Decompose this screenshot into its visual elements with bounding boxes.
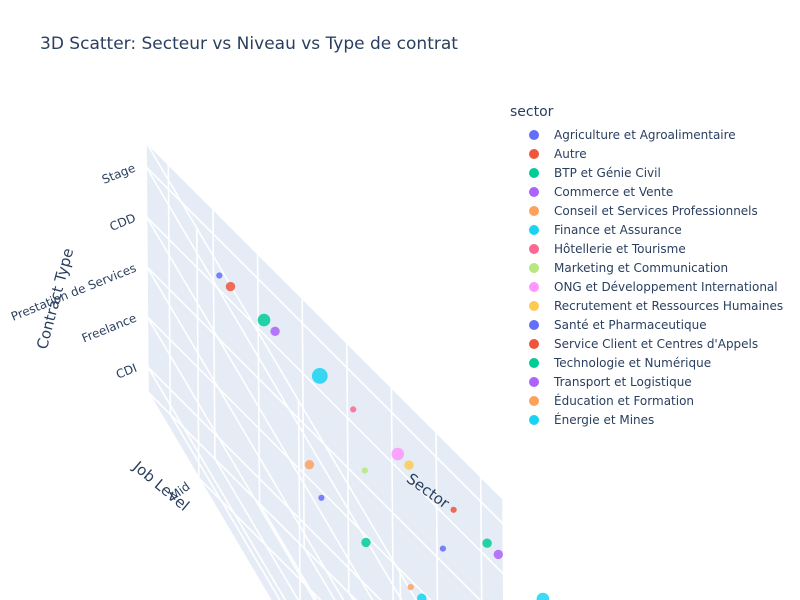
z-tick-label: CDD [108, 211, 138, 234]
data-point-btp-et-genie-civil [257, 313, 271, 327]
legend-item-conseil-et-services-professionnels[interactable]: Conseil et Services Professionnels [510, 201, 800, 220]
gridline-x-back [479, 476, 483, 600]
data-point-sante-et-pharmaceutique [439, 545, 446, 552]
legend: sector Agriculture et Agroalimentaire Aut… [510, 104, 800, 429]
data-point-transport-et-logistique [493, 549, 503, 560]
legend-item-service-client-et-centres-d-appels[interactable]: Service Client et Centres d'Appels [510, 334, 800, 353]
scene-edge [147, 391, 272, 600]
legend-swatch [529, 243, 539, 254]
legend-label: Hôtellerie et Tourisme [554, 241, 686, 256]
legend-label: Transport et Logistique [554, 374, 692, 389]
legend-swatch [529, 338, 539, 349]
scene-edge [145, 141, 504, 500]
legend-item-agriculture-et-agroalimentaire[interactable]: Agriculture et Agroalimentaire [510, 125, 800, 144]
legend-swatch [529, 205, 539, 216]
legend-item-commerce-et-vente[interactable]: Commerce et Vente [510, 182, 800, 201]
data-point-agriculture-et-agroalimentaire [318, 494, 325, 501]
legend-item-technologie-et-numerique[interactable]: Technologie et Numérique [510, 353, 800, 372]
legend-swatch [529, 186, 539, 197]
gridline-z-back [146, 316, 432, 600]
legend-label: Autre [554, 146, 587, 161]
scene-edge [145, 141, 418, 600]
data-point-marketing-et-communication [361, 467, 368, 474]
z-tick-label: Stage [100, 161, 137, 187]
legend-item-btp-et-genie-civil[interactable]: BTP et Génie Civil [510, 163, 800, 182]
gridline-z-left [147, 366, 287, 600]
legend-label: BTP et Génie Civil [554, 165, 661, 180]
legend-swatch [529, 281, 539, 292]
scene-edge [145, 141, 149, 393]
chart-title: 3D Scatter: Secteur vs Niveau vs Type de… [40, 34, 458, 54]
gridline-z-left [146, 316, 316, 600]
data-point-service-client-et-centres-d-appels [450, 506, 457, 513]
legend-swatch [529, 148, 539, 159]
legend-label: Conseil et Services Professionnels [554, 203, 758, 218]
legend-swatch [529, 224, 539, 235]
scene-gridlines [145, 141, 505, 600]
legend-label: Marketing et Communication [554, 260, 729, 275]
legend-label: Technologie et Numérique [554, 355, 712, 370]
gridline-z-back [147, 366, 382, 600]
legend-item-recrutement-et-ressources-humaines[interactable]: Recrutement et Ressources Humaines [510, 296, 800, 315]
data-point-technologie-et-numerique [482, 538, 492, 548]
legend-label: Finance et Assurance [554, 222, 682, 237]
gridline-y-floor [198, 477, 322, 600]
scatter-points [216, 272, 550, 600]
legend-swatch [529, 414, 539, 425]
legend-item-finance-et-assurance[interactable]: Finance et Assurance [510, 220, 800, 239]
legend-swatch [529, 376, 539, 387]
data-point-autre [225, 281, 236, 292]
legend-item-hotellerie-et-tourisme[interactable]: Hôtellerie et Tourisme [510, 239, 800, 258]
legend-label: Énergie et Mines [554, 412, 655, 427]
data-point-conseil-et-services-professionnels [304, 460, 315, 470]
data-point-energie-et-mines [536, 592, 550, 600]
legend-item-ong-et-developpement-international[interactable]: ONG et Développement International [510, 277, 800, 296]
data-point-finance-et-assurance [311, 368, 328, 384]
legend-item-marketing-et-communication[interactable]: Marketing et Communication [510, 258, 800, 277]
data-point-hotellerie-et-tourisme [350, 406, 357, 413]
data-point-ong-et-developpement-international [391, 447, 405, 461]
gridline-z-left [145, 166, 403, 600]
gridline-z-back [146, 216, 505, 575]
legend-swatch [529, 319, 539, 330]
legend-item-energie-et-mines[interactable]: Énergie et Mines [510, 410, 800, 429]
legend-swatch [529, 262, 539, 273]
data-point-commerce-et-vente [270, 326, 280, 336]
legend-swatch [529, 167, 539, 178]
gridline-z-left [145, 216, 374, 600]
legend-label: Recrutement et Ressources Humaines [554, 298, 784, 313]
data-point-conseil-et-services-professionnels [407, 584, 414, 591]
legend-label: Agriculture et Agroalimentaire [554, 127, 736, 142]
z-tick-label: CDI [114, 361, 139, 382]
gridline-z-left [146, 266, 345, 600]
legend-swatch [529, 300, 539, 311]
legend-swatch [529, 129, 539, 140]
data-point-finance-et-assurance [417, 593, 427, 600]
data-point-agriculture-et-agroalimentaire [216, 272, 223, 279]
gridline-z-back [145, 166, 504, 525]
legend-label: Santé et Pharmaceutique [554, 317, 707, 332]
legend-label: Éducation et Formation [554, 393, 695, 408]
scene-edge [147, 391, 358, 600]
legend-swatch [529, 395, 539, 406]
z-tick-label: Freelance [80, 311, 139, 346]
legend-item-transport-et-logistique[interactable]: Transport et Logistique [510, 372, 800, 391]
legend-item-education-et-formation[interactable]: Éducation et Formation [510, 391, 800, 410]
legend-label: Service Client et Centres d'Appels [554, 336, 759, 351]
data-point-recrutement-et-ressources-humaines [404, 460, 414, 470]
data-point-btp-et-genie-civil [361, 537, 371, 548]
scene-edge [502, 498, 505, 600]
legend-swatch [529, 357, 539, 368]
z-tick-label: Prestation de Services [9, 261, 138, 324]
legend-item-sante-et-pharmaceutique[interactable]: Santé et Pharmaceutique [510, 315, 800, 334]
legend-label: ONG et Développement International [554, 279, 778, 294]
legend-label: Commerce et Vente [554, 184, 674, 199]
legend-item-autre[interactable]: Autre [510, 144, 800, 163]
legend-title: sector [510, 104, 554, 120]
